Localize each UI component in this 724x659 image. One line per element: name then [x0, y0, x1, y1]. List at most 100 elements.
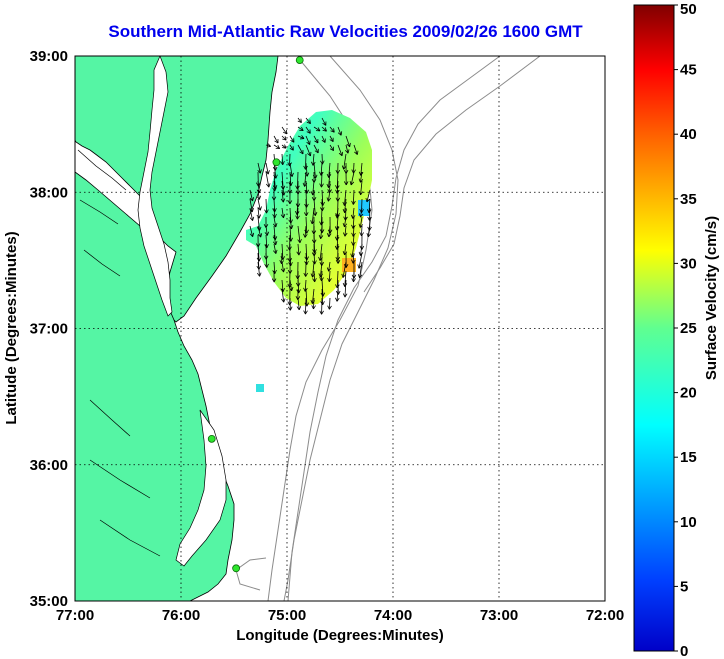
velocity-arrow	[352, 252, 355, 264]
velocity-arrow	[352, 189, 355, 205]
velocity-arrow	[344, 270, 347, 287]
bay	[137, 56, 173, 317]
velocity-arrow	[336, 225, 339, 241]
velocity-arrowhead	[365, 197, 370, 203]
velocity-arrow	[281, 279, 284, 292]
radar-station-marker	[232, 564, 241, 573]
velocity-arrow	[329, 144, 334, 151]
velocity-arrowhead	[311, 305, 316, 310]
velocity-arrowhead	[351, 259, 356, 264]
velocity-arrowhead	[341, 273, 346, 278]
colorbar-tick-label: 5	[680, 578, 688, 595]
velocity-arrowhead	[342, 293, 348, 298]
velocity-arrowhead	[264, 231, 270, 236]
velocity-arrow	[327, 189, 331, 202]
velocity-arrowhead	[335, 297, 340, 302]
velocity-arrow	[320, 207, 323, 226]
velocity-arrowhead	[366, 232, 372, 238]
velocity-arrow	[257, 189, 260, 200]
velocity-arrowhead	[322, 127, 327, 132]
velocity-arrow	[296, 171, 299, 190]
velocity-arrowhead	[275, 144, 281, 150]
velocity-arrowhead	[343, 232, 348, 237]
velocity-arrow	[273, 198, 276, 212]
velocity-arrow	[281, 243, 284, 260]
velocity-arrow	[313, 126, 321, 132]
velocity-arrowhead	[280, 213, 286, 219]
velocity-arrow	[305, 144, 311, 157]
velocity-arrow	[249, 207, 253, 221]
velocity-arrowhead	[312, 278, 317, 283]
velocity-arrowhead	[271, 278, 277, 283]
x-tick-label: 75:00	[268, 607, 306, 624]
velocity-arrow	[319, 243, 323, 261]
velocity-arrow	[281, 153, 284, 165]
velocity-arrowhead	[306, 119, 311, 125]
colorbar-tick-label: 25	[680, 320, 697, 337]
velocity-arrowhead	[327, 305, 332, 310]
velocity-arrow	[313, 252, 316, 265]
velocity-arrow	[297, 117, 302, 123]
velocity-arrowhead	[249, 196, 255, 202]
velocity-arrowhead	[314, 138, 319, 144]
y-tick-label: 36:00	[30, 457, 68, 474]
velocity-arrow	[297, 135, 305, 139]
velocity-arrow	[352, 207, 355, 219]
velocity-arrow	[336, 216, 339, 231]
velocity-arrow	[313, 198, 316, 216]
velocity-arrow	[296, 207, 299, 220]
velocity-cell-isolated	[256, 384, 264, 392]
velocity-arrowhead	[282, 144, 287, 149]
velocity-arrowhead	[282, 136, 287, 141]
velocity-arrow	[321, 288, 324, 305]
velocity-arrow	[281, 135, 287, 141]
velocity-arrow	[344, 198, 347, 213]
map-title: Southern Mid-Atlantic Raw Velocities 200…	[108, 22, 583, 41]
velocity-arrow	[265, 162, 269, 175]
velocity-arrowhead	[337, 131, 343, 136]
velocity-arrow	[289, 216, 292, 229]
velocity-arrow	[297, 126, 304, 131]
velocity-arrow	[297, 225, 301, 243]
velocity-arrow	[344, 279, 347, 298]
velocity-arrow	[352, 216, 355, 229]
velocity-arrow	[352, 225, 355, 237]
velocity-arrow	[320, 225, 323, 239]
velocity-arrow	[289, 171, 292, 186]
velocity-arrowhead	[351, 278, 356, 283]
velocity-arrow	[273, 225, 276, 240]
velocity-arrowhead	[329, 137, 334, 143]
velocity-arrow	[312, 180, 315, 196]
velocity-arrowhead	[319, 310, 324, 315]
radar-station-marker	[295, 56, 304, 64]
velocity-arrowhead	[318, 234, 324, 239]
velocity-arrow	[313, 135, 319, 144]
radar-station-marker	[207, 434, 216, 443]
velocity-arrow	[329, 135, 334, 142]
colorbar-tick-label: 20	[680, 385, 697, 402]
velocity-arrowhead	[280, 161, 285, 166]
river	[77, 149, 161, 557]
velocity-field	[246, 110, 372, 306]
map-plot-area	[75, 56, 605, 601]
sound	[175, 409, 227, 567]
velocity-arrow	[343, 153, 347, 170]
velocity-arrow	[328, 270, 331, 282]
velocity-arrow	[312, 261, 315, 278]
colorbar-ticks: 0 5 10 15 20 25 30 35 40 45 50	[674, 1, 697, 659]
velocity-arrowhead	[335, 259, 341, 264]
velocity-arrow	[265, 171, 270, 188]
velocity-arrowhead	[321, 138, 326, 143]
velocity-arrow	[305, 243, 308, 261]
velocity-arrowhead	[303, 310, 308, 315]
colorbar-tick-label: 15	[680, 449, 697, 466]
velocity-arrow	[367, 225, 371, 237]
velocity-arrowhead	[289, 146, 294, 151]
velocity-arrowhead	[274, 139, 279, 144]
x-axis-label: Longitude (Degrees:Minutes)	[236, 627, 444, 644]
colorbar-tick-label: 40	[680, 126, 697, 143]
colorbar	[633, 4, 675, 652]
x-axis-ticks: 77:00 76:00 75:00 74:00 73:00 72:00	[56, 607, 624, 624]
velocity-arrow	[328, 171, 331, 188]
velocity-arrowhead	[280, 198, 286, 203]
